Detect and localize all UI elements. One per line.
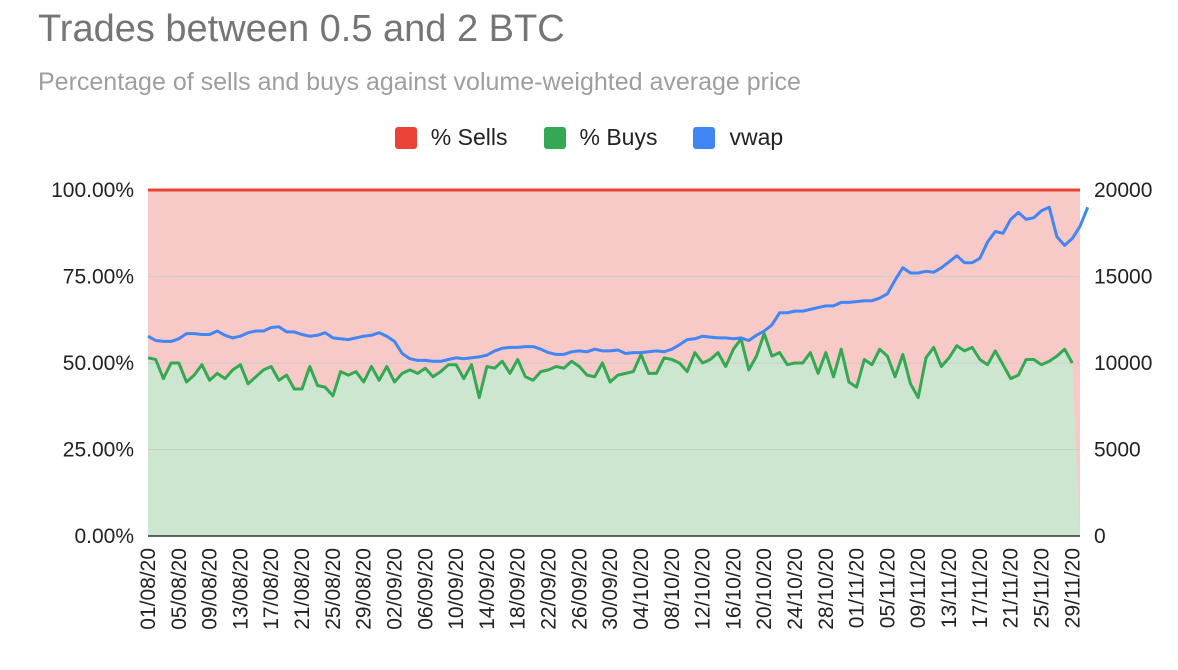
x-tick-label: 18/09/20 bbox=[507, 548, 530, 630]
y-left-tick-label: 25.00% bbox=[63, 439, 134, 462]
buys-line bbox=[147, 332, 1074, 400]
x-tick-label: 12/10/20 bbox=[692, 548, 715, 630]
legend-item-vwap[interactable]: vwap bbox=[693, 124, 783, 151]
legend-item-sells[interactable]: % Sells bbox=[394, 124, 508, 151]
x-tick-label: 25/08/20 bbox=[322, 548, 345, 630]
x-tick-label: 17/11/20 bbox=[969, 548, 992, 628]
chart-subtitle: Percentage of sells and buys against vol… bbox=[38, 68, 801, 96]
x-tick-label: 13/08/20 bbox=[229, 548, 252, 630]
legend-swatch-sells bbox=[394, 126, 417, 149]
x-tick-label: 29/11/20 bbox=[1061, 548, 1084, 628]
x-tick-label: 20/10/20 bbox=[753, 548, 776, 630]
x-tick-label: 30/09/20 bbox=[599, 548, 622, 630]
legend-item-buys[interactable]: % Buys bbox=[543, 124, 658, 151]
x-tick-label: 25/11/20 bbox=[1030, 548, 1053, 628]
chart-title: Trades between 0.5 and 2 BTC bbox=[38, 8, 565, 50]
y-left-tick-label: 75.00% bbox=[63, 266, 134, 289]
x-tick-label: 24/10/20 bbox=[784, 548, 807, 630]
x-tick-label: 05/11/20 bbox=[876, 548, 899, 628]
x-tick-label: 05/08/20 bbox=[168, 548, 191, 630]
legend-swatch-vwap bbox=[693, 126, 716, 149]
y-right-tick-label: 10000 bbox=[1094, 352, 1152, 375]
y-left-tick-label: 50.00% bbox=[63, 352, 134, 375]
vwap-line bbox=[147, 205, 1090, 363]
x-tick-label: 02/09/20 bbox=[383, 548, 406, 630]
buys-area bbox=[148, 333, 1080, 536]
x-tick-label: 14/09/20 bbox=[476, 548, 499, 630]
x-tick-label: 26/09/20 bbox=[568, 548, 591, 630]
y-right-tick-label: 20000 bbox=[1094, 179, 1152, 202]
x-tick-label: 22/09/20 bbox=[538, 548, 561, 630]
x-tick-label: 13/11/20 bbox=[938, 548, 961, 628]
legend-label-vwap: vwap bbox=[729, 124, 784, 150]
x-tick-label: 10/09/20 bbox=[445, 548, 468, 630]
y-right-tick-label: 0 bbox=[1094, 525, 1106, 548]
x-tick-label: 28/10/20 bbox=[815, 548, 838, 630]
x-tick-label: 08/10/20 bbox=[661, 548, 684, 630]
chart-legend: % Sells % Buys vwap bbox=[0, 124, 1178, 151]
y-left-tick-label: 0.00% bbox=[74, 525, 134, 548]
x-tick-label: 09/11/20 bbox=[907, 548, 930, 628]
x-tick-label: 06/09/20 bbox=[414, 548, 437, 630]
x-tick-label: 04/10/20 bbox=[630, 548, 653, 630]
x-tick-label: 21/08/20 bbox=[291, 548, 314, 630]
legend-label-buys: % Buys bbox=[579, 124, 658, 150]
x-tick-label: 01/08/20 bbox=[137, 548, 160, 630]
legend-swatch-buys bbox=[543, 126, 566, 149]
x-tick-label: 01/11/20 bbox=[846, 548, 869, 628]
x-tick-label: 29/08/20 bbox=[353, 548, 376, 630]
x-tick-label: 21/11/20 bbox=[1000, 548, 1023, 628]
x-tick-label: 09/08/20 bbox=[199, 548, 222, 630]
y-right-tick-label: 15000 bbox=[1094, 266, 1152, 289]
legend-label-sells: % Sells bbox=[430, 124, 508, 150]
y-left-tick-label: 100.00% bbox=[51, 179, 134, 202]
x-tick-label: 17/08/20 bbox=[260, 548, 283, 630]
y-right-tick-label: 5000 bbox=[1094, 439, 1141, 462]
x-tick-label: 16/10/20 bbox=[722, 548, 745, 630]
